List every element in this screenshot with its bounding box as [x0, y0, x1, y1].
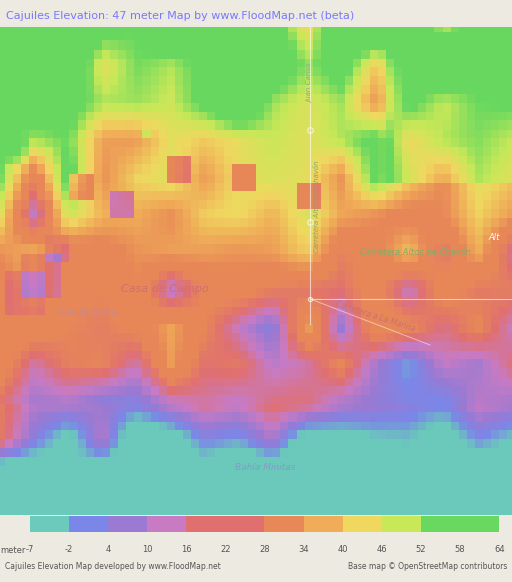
Text: 10: 10	[142, 545, 153, 553]
Text: 28: 28	[259, 545, 270, 553]
Text: Cajuiles Elevation Map developed by www.FloodMap.net: Cajuiles Elevation Map developed by www.…	[5, 562, 221, 572]
Text: 40: 40	[337, 545, 348, 553]
Text: 34: 34	[298, 545, 309, 553]
Text: Alt: Alt	[488, 233, 500, 242]
Bar	[108, 516, 147, 532]
Bar	[186, 516, 225, 532]
Text: Carretera Altos de Chavón: Carretera Altos de Chavón	[359, 249, 471, 257]
Bar	[264, 516, 304, 532]
Bar	[147, 516, 186, 532]
Text: Casa de Campo: Casa de Campo	[121, 283, 209, 294]
Text: Juan Carlos: Juan Carlos	[307, 64, 313, 104]
Bar	[382, 516, 421, 532]
Text: Avenida Central: Avenida Central	[57, 308, 119, 317]
Bar	[460, 516, 499, 532]
Bar	[421, 516, 460, 532]
Text: 4: 4	[105, 545, 111, 553]
Text: Base map © OpenStreetMap contributors: Base map © OpenStreetMap contributors	[348, 562, 507, 572]
Text: -7: -7	[26, 545, 34, 553]
Text: Carretera Altos de Chavón: Carretera Altos de Chavón	[314, 161, 320, 253]
Text: Carretera a La Marina: Carretera a La Marina	[334, 299, 416, 333]
Text: meter: meter	[0, 546, 26, 555]
Text: Bahía Minitas: Bahía Minitas	[234, 463, 295, 473]
Text: 22: 22	[220, 545, 230, 553]
Bar	[30, 516, 69, 532]
Text: 46: 46	[376, 545, 387, 553]
Text: Cajuiles Elevation: 47 meter Map by www.FloodMap.net (beta): Cajuiles Elevation: 47 meter Map by www.…	[6, 11, 354, 21]
Bar	[69, 516, 108, 532]
Bar	[225, 516, 264, 532]
Bar	[343, 516, 382, 532]
Text: -2: -2	[65, 545, 73, 553]
Text: 64: 64	[494, 545, 504, 553]
Text: 52: 52	[416, 545, 426, 553]
Text: 16: 16	[181, 545, 191, 553]
Text: 58: 58	[455, 545, 465, 553]
Bar	[304, 516, 343, 532]
